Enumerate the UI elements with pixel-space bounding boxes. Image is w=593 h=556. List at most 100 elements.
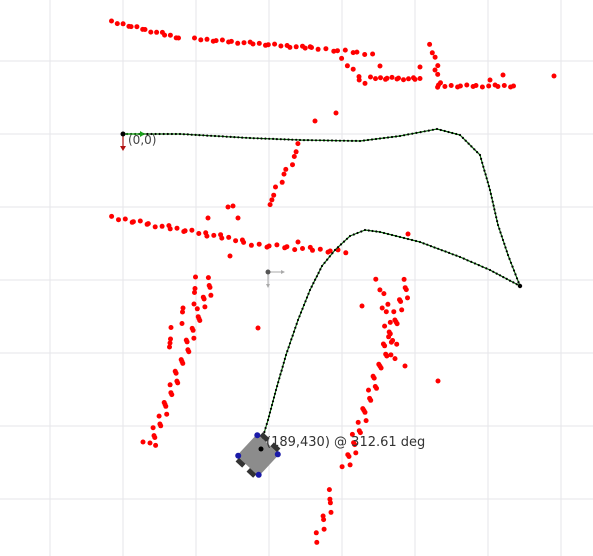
- path-point: [455, 132, 458, 136]
- path-point: [498, 227, 501, 230]
- path-point: [150, 132, 153, 136]
- laser-point: [168, 336, 173, 342]
- laser-point: [362, 409, 368, 415]
- path-point: [288, 342, 292, 345]
- path-point: [514, 273, 517, 276]
- laser-point: [384, 353, 390, 359]
- path-point: [378, 137, 382, 140]
- path-point: [283, 138, 286, 141]
- robot-center-marker: [258, 446, 264, 452]
- path-point: [326, 258, 329, 261]
- laser-point: [373, 76, 378, 82]
- laser-point: [173, 370, 179, 376]
- laser-point: [256, 241, 262, 247]
- laser-point: [207, 284, 213, 290]
- path-point: [186, 133, 189, 136]
- path-point: [478, 153, 482, 157]
- laser-point: [291, 154, 297, 159]
- path-point: [512, 281, 515, 284]
- path-point: [279, 138, 282, 141]
- laser-point: [501, 83, 507, 88]
- path-point: [308, 288, 312, 292]
- robot-pose-label: (189,430) @ 312.61 deg: [266, 435, 425, 450]
- laser-point: [354, 49, 360, 55]
- path-point: [282, 361, 285, 364]
- path-point: [287, 346, 290, 349]
- laser-point: [202, 304, 208, 310]
- path-point: [328, 255, 331, 258]
- laser-point: [150, 425, 156, 431]
- path-point: [492, 270, 495, 273]
- laser-point: [109, 213, 115, 219]
- path-point: [154, 132, 157, 136]
- path-point: [256, 137, 259, 140]
- laser-point: [300, 246, 305, 251]
- laser-point: [377, 287, 383, 293]
- laser-point: [168, 325, 174, 330]
- laser-point: [284, 244, 290, 250]
- path-point: [273, 392, 277, 395]
- path-point: [481, 265, 484, 268]
- laser-point: [352, 442, 358, 448]
- robot-path: [121, 127, 523, 442]
- laser-point: [180, 305, 186, 311]
- path-point: [488, 188, 492, 192]
- laser-point: [134, 24, 140, 30]
- path-point: [314, 139, 318, 142]
- path-point: [284, 353, 288, 357]
- path-point: [301, 307, 304, 310]
- path-point: [162, 132, 165, 136]
- laser-point: [205, 215, 211, 221]
- path-point: [515, 277, 519, 280]
- path-point: [290, 338, 293, 341]
- path-point: [320, 264, 324, 268]
- path-point: [427, 129, 430, 132]
- laser-point: [162, 32, 168, 38]
- path-point: [455, 254, 458, 257]
- laser-point: [167, 344, 172, 350]
- laser-point: [335, 48, 340, 54]
- path-point: [178, 132, 182, 136]
- path-point: [146, 132, 149, 136]
- laser-point: [417, 64, 423, 70]
- path-point: [158, 132, 161, 136]
- path-point: [508, 257, 511, 260]
- path-point: [386, 232, 390, 236]
- laser-point: [167, 382, 173, 388]
- laser-point: [401, 276, 407, 282]
- path-dots: [121, 127, 523, 442]
- laser-point: [442, 84, 448, 89]
- laser-point: [344, 63, 350, 69]
- laser-point: [193, 274, 198, 280]
- laser-point: [333, 110, 339, 116]
- laser-point: [355, 419, 361, 425]
- path-point: [398, 134, 402, 138]
- path-point: [502, 276, 505, 279]
- path-point: [241, 136, 244, 139]
- path-point: [266, 418, 270, 422]
- path-point: [339, 243, 343, 246]
- laser-point: [357, 430, 363, 436]
- laser-point: [381, 291, 387, 297]
- laser-point: [180, 309, 185, 315]
- robot-icon[interactable]: [232, 429, 284, 481]
- laser-point: [386, 334, 392, 340]
- path-point: [488, 268, 492, 272]
- laser-point: [479, 84, 485, 90]
- laser-point: [142, 27, 148, 32]
- laser-point: [130, 219, 136, 225]
- laser-point: [147, 440, 153, 446]
- laser-point: [233, 238, 239, 244]
- path-point: [461, 136, 464, 139]
- path-point: [512, 269, 516, 272]
- path-point: [503, 242, 506, 245]
- laser-point: [219, 235, 225, 241]
- path-point: [415, 131, 418, 134]
- path-point: [451, 131, 454, 135]
- path-point: [319, 268, 322, 271]
- laser-point: [307, 44, 313, 50]
- path-line: [123, 128, 522, 441]
- laser-point: [362, 80, 368, 86]
- laser-point: [213, 38, 219, 44]
